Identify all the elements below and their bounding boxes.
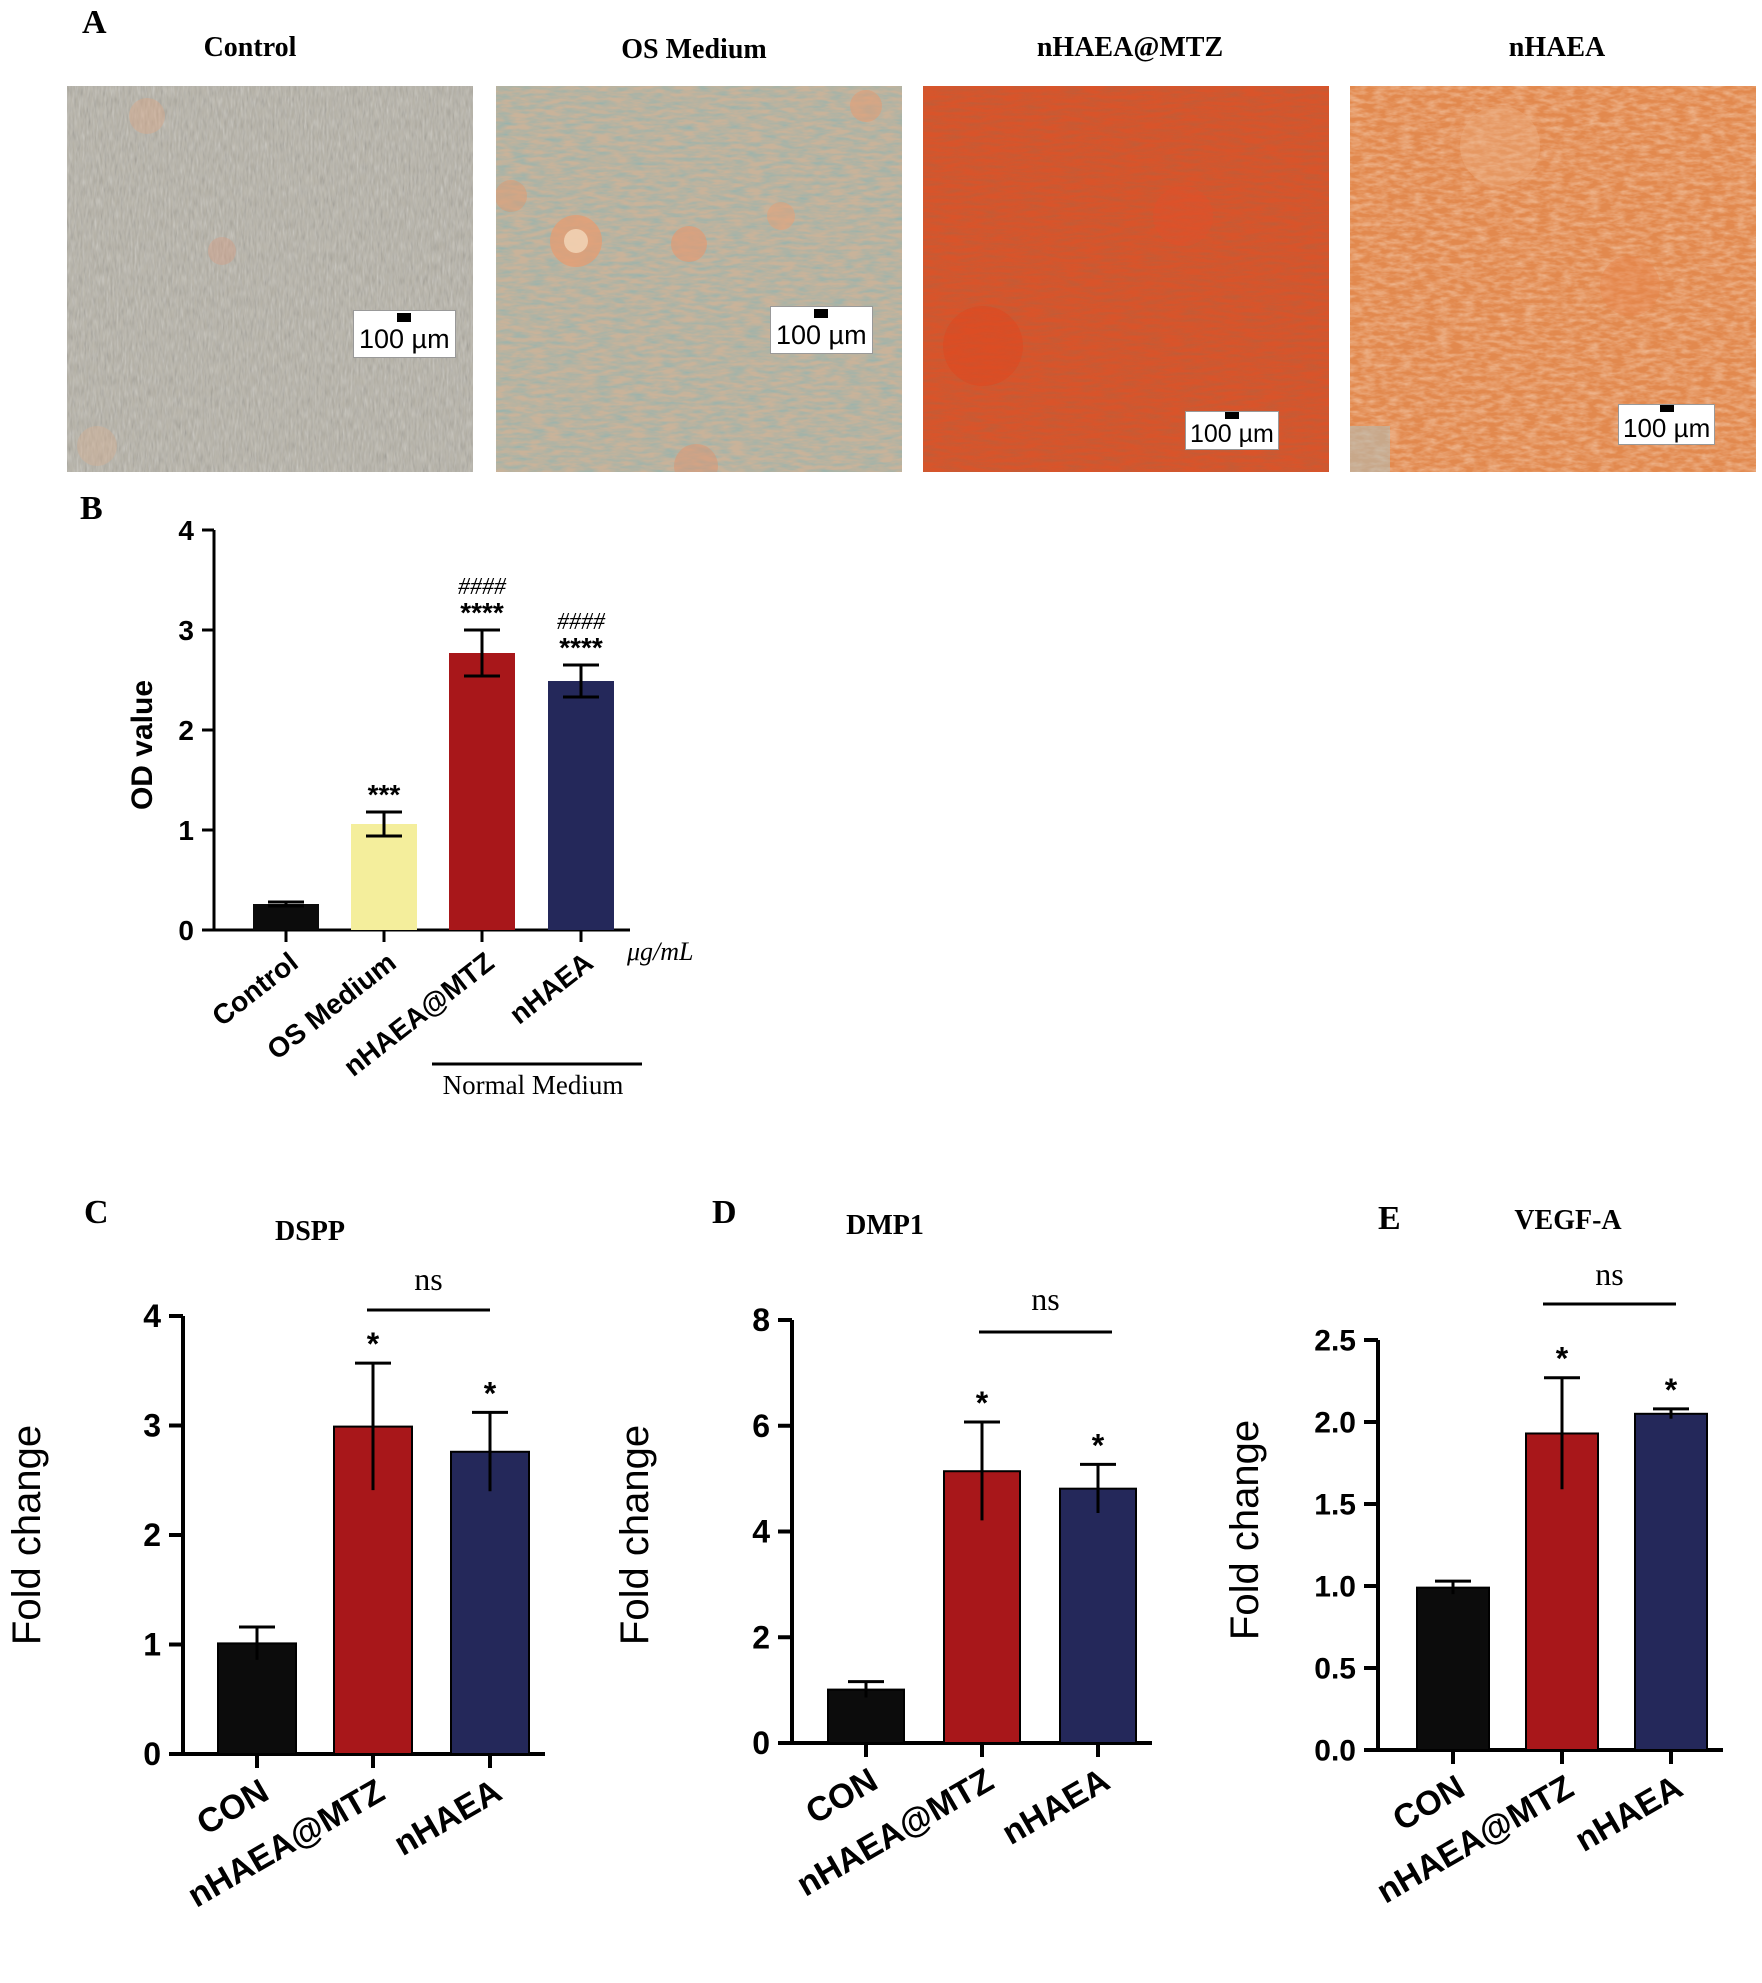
y-tick-label: 0: [143, 1736, 161, 1772]
bar: [217, 1642, 297, 1756]
y-tick-label: 1: [178, 815, 194, 846]
bar: [1416, 1586, 1490, 1752]
bar: [253, 904, 319, 930]
y-tick-label: 2: [752, 1619, 770, 1655]
y-tick-label: 2: [143, 1517, 161, 1553]
y-tick-label: 2: [178, 715, 194, 746]
significance-stars: *: [1092, 1427, 1105, 1463]
group-label: Normal Medium: [443, 1070, 624, 1100]
scale-bar-os-medium: 100 µm: [770, 306, 873, 354]
significance-stars: *: [976, 1385, 989, 1421]
y-tick-label: 0.5: [1314, 1653, 1356, 1686]
bar: [1634, 1412, 1708, 1752]
scale-label: 100 µm: [776, 320, 867, 350]
chart-title: DMP1: [846, 1210, 924, 1241]
y-tick-label: 8: [752, 1302, 770, 1338]
y-axis-label: Fold change: [5, 1425, 49, 1645]
significance-stars: ****: [460, 597, 504, 628]
image-title-nhaea-mtz: nHAEA@MTZ: [1036, 32, 1224, 63]
scale-label: 100 µm: [359, 324, 450, 354]
x-category-label: nHAEA: [1569, 1768, 1689, 1859]
scale-label: 100 µm: [1190, 420, 1274, 448]
scale-bar-nhaea: 100 µm: [1618, 404, 1716, 445]
bar: [351, 824, 417, 930]
micrograph-nhaea-mtz: 100 µm: [923, 86, 1329, 472]
y-axis-label: OD value: [126, 680, 159, 810]
y-tick-label: 2.5: [1314, 1325, 1356, 1358]
y-tick-label: 3: [178, 615, 194, 646]
image-title-control: Control: [203, 32, 297, 63]
significance-stars: ***: [368, 779, 401, 810]
significance-stars: *: [367, 1326, 380, 1362]
panel-c-letter: C: [84, 1194, 109, 1231]
comparison-label: ns: [414, 1261, 442, 1297]
y-tick-label: 4: [143, 1298, 161, 1334]
panel-a-letter: A: [82, 4, 107, 41]
y-tick-label: 6: [752, 1408, 770, 1444]
y-tick-label: 1: [143, 1627, 161, 1663]
y-tick-label: 0: [752, 1725, 770, 1761]
image-title-os-medium: OS Medium: [621, 34, 767, 65]
micrograph-control: 100 µm: [67, 86, 473, 472]
significance-stars: ****: [559, 632, 603, 663]
panel-e-letter: E: [1378, 1200, 1401, 1237]
y-tick-label: 3: [143, 1408, 161, 1444]
significance-hashes: ####: [458, 574, 507, 600]
significance-stars: *: [1556, 1341, 1569, 1377]
scale-label: 100 µm: [1623, 413, 1711, 443]
bar: [548, 681, 614, 930]
significance-stars: *: [1665, 1372, 1678, 1408]
significance-stars: *: [484, 1375, 497, 1411]
y-axis-label: Fold change: [613, 1425, 657, 1645]
significance-hashes: ####: [557, 609, 606, 635]
y-tick-label: 0.0: [1314, 1735, 1356, 1768]
y-tick-label: 0: [178, 915, 194, 946]
panel-d-letter: D: [712, 1194, 737, 1231]
y-tick-label: 1.5: [1314, 1489, 1356, 1522]
unit-label: μg/mL: [626, 937, 694, 966]
comparison-label: ns: [1031, 1281, 1059, 1317]
scale-bar-control: 100 µm: [353, 310, 456, 358]
bar: [449, 653, 515, 930]
image-title-nhaea: nHAEA: [1508, 32, 1606, 63]
micrograph-os-medium: 100 µm: [496, 86, 902, 472]
y-tick-label: 2.0: [1314, 1407, 1356, 1440]
bar: [1059, 1487, 1137, 1745]
panel-b-letter: B: [80, 490, 103, 527]
y-tick-label: 4: [178, 515, 194, 546]
y-tick-label: 1.0: [1314, 1571, 1356, 1604]
x-category-label: nHAEA@MTZ: [1370, 1768, 1580, 1911]
y-axis-label: Fold change: [1223, 1420, 1267, 1640]
chart-title: DSPP: [275, 1216, 345, 1247]
scale-bar-nhaea-mtz: 100 µm: [1185, 411, 1279, 450]
y-tick-label: 4: [752, 1514, 770, 1550]
micrograph-nhaea: 100 µm: [1350, 86, 1756, 472]
chart-title: VEGF-A: [1514, 1205, 1622, 1236]
comparison-label: ns: [1595, 1256, 1623, 1292]
